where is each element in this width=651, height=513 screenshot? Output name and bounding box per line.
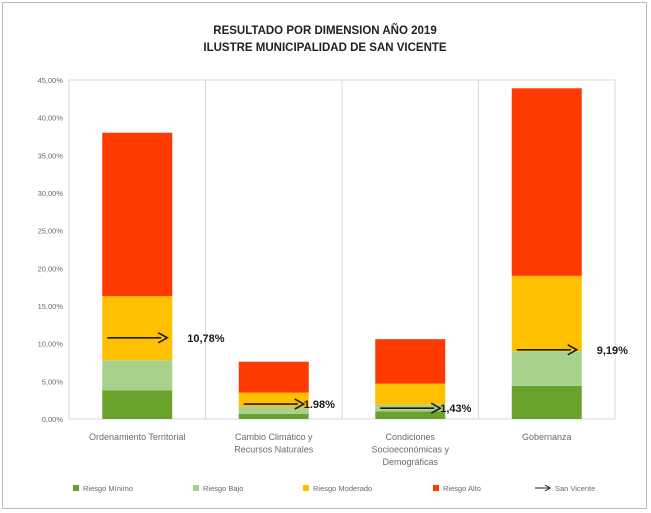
y-tick-label: 10,00%: [38, 340, 64, 349]
bar-segment: [238, 406, 309, 414]
y-tick-label: 30,00%: [38, 189, 64, 198]
legend: Riesgo Mínimo Riesgo Bajo Riesgo Moderado R…: [73, 484, 595, 493]
bars-group: [102, 88, 582, 419]
san-vicente-arrow-head: [294, 398, 306, 410]
bar-segment: [511, 351, 582, 386]
legend-label: Riesgo Mínimo: [83, 484, 133, 493]
bar-segment: [238, 413, 309, 419]
bar-segment: [511, 88, 582, 276]
x-tick-label: Gobernanza: [522, 432, 572, 442]
legend-label: Riesgo Alto: [443, 484, 481, 493]
bar-segment: [375, 339, 446, 384]
y-axis: 0,00% 5,00% 10,00% 15,00% 20,00% 25,00% 30,00%…: [38, 76, 64, 424]
y-tick-label: 5,00%: [42, 377, 64, 386]
bar-segment: [102, 390, 173, 419]
bar-segment: [238, 361, 309, 393]
san-vicente-markers: 10,78% 1.98% 1,43% 9,19%: [107, 332, 628, 415]
bar-segment: [102, 296, 173, 361]
bar-segment: [102, 360, 173, 391]
data-label: 9,19%: [597, 345, 628, 357]
legend-swatch: [73, 485, 79, 491]
y-tick-label: 40,00%: [38, 114, 64, 123]
y-tick-label: 45,00%: [38, 76, 64, 85]
san-vicente-arrow-head: [430, 402, 442, 414]
chart-frame: RESULTADO POR DIMENSION AÑO 2019 ILUSTRE…: [2, 2, 647, 509]
y-tick-label: 35,00%: [38, 151, 64, 160]
chart-title: RESULTADO POR DIMENSION AÑO 2019: [213, 24, 436, 37]
x-tick-label: Condiciones: [385, 432, 435, 442]
x-tick-label: Socioeconómicas y: [371, 445, 449, 455]
data-label: 1.98%: [304, 399, 335, 411]
y-tick-label: 0,00%: [42, 415, 64, 424]
x-tick-label: Demográficas: [382, 457, 438, 467]
bar-segment: [511, 275, 582, 352]
bar-segment: [102, 132, 173, 297]
chart-subtitle: ILUSTRE MUNICIPALIDAD DE SAN VICENTE: [203, 42, 447, 54]
san-vicente-arrow-head: [567, 344, 579, 356]
y-tick-label: 15,00%: [38, 302, 64, 311]
bar-segment: [375, 383, 446, 405]
legend-label: San Vicente: [555, 484, 595, 493]
data-label: 1,43%: [440, 403, 471, 415]
legend-swatch: [193, 485, 199, 491]
legend-label: Riesgo Moderado: [313, 484, 372, 493]
x-tick-label: Recursos Naturales: [234, 445, 314, 455]
legend-swatch: [303, 485, 309, 491]
x-tick-label: Cambio Climático y: [235, 432, 313, 442]
y-tick-label: 20,00%: [38, 264, 64, 273]
y-tick-label: 25,00%: [38, 227, 64, 236]
stacked-bar-chart: RESULTADO POR DIMENSION AÑO 2019 ILUSTRE…: [38, 24, 629, 493]
bar-segment: [511, 385, 582, 419]
bar-segment: [375, 411, 446, 419]
x-axis: Ordenamiento Territorial Cambio Climático…: [89, 432, 571, 467]
legend-label: Riesgo Bajo: [203, 484, 243, 493]
data-label: 10,78%: [187, 333, 225, 345]
san-vicente-arrow-head: [157, 332, 169, 344]
legend-arrow-head: [544, 484, 551, 492]
x-tick-label: Ordenamiento Territorial: [89, 432, 185, 442]
plot-grid: [68, 79, 616, 420]
legend-swatch: [433, 485, 439, 491]
